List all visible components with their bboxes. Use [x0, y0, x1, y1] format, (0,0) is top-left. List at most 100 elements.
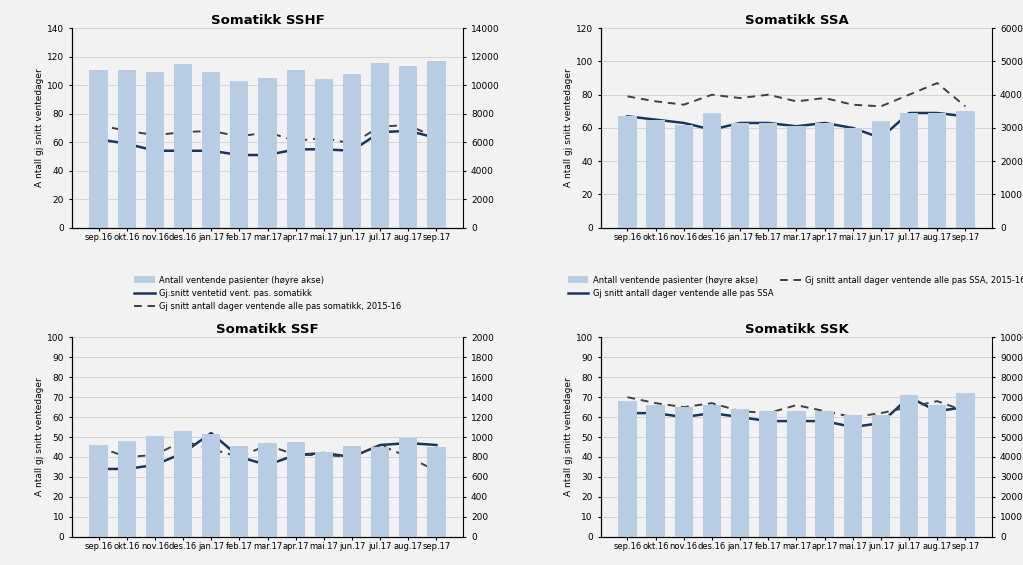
Gj snitt antall dager ventende alle pas somatikk, 2015-16	[177, 129, 189, 136]
Bar	[647, 120, 665, 228]
Line: Gj.snitt ventetid vent. pas. somatikk: Gj.snitt ventetid vent. pas. somatikk	[98, 131, 437, 155]
Gj snitt antall dager ventende alle pas SSF, 2015-16	[121, 454, 133, 460]
Gj snitt antall dager ventende alle pas somatikk, 2015-16	[92, 121, 104, 128]
Bar	[371, 447, 390, 537]
Gj snitt antall dager ventende alle pas SSK, 2015-16	[791, 402, 803, 408]
Bar	[900, 395, 919, 537]
Y-axis label: A ntall gj snitt ventedager: A ntall gj snitt ventedager	[564, 68, 573, 188]
Bar	[647, 405, 665, 537]
Gj snitt antall dager ventende alle pas SSF, 2015-16	[205, 446, 217, 453]
Gj snitt antall dager ventende alle pas somatikk, 2015-16	[205, 128, 217, 134]
Gj.snitt ventetid vent. pas. somatikk	[177, 147, 189, 154]
Gj snitt antall dager ventende alle pas SSA	[875, 134, 887, 141]
Gj snitt antall dager ventende alle pas SSA, 2015-16	[650, 98, 662, 105]
Gj snitt antall dager ventende alle pas SSA	[791, 123, 803, 130]
Gj snitt antall dager ventende alle pas SSK, 2015-16	[903, 404, 916, 411]
Gj snitt antall dager ventende alle pas SSA, 2015-16	[706, 92, 718, 98]
Gj snitt antall dager ventende alle pas SSK, 2015-16	[875, 410, 887, 416]
Bar	[118, 441, 136, 537]
Line: Gj snitt antall dager ventende alle pas SSK: Gj snitt antall dager ventende alle pas …	[627, 397, 966, 427]
Bar	[259, 443, 276, 537]
Bar	[703, 405, 721, 537]
Gj snitt antall dager ventende alle pas SSK	[875, 420, 887, 427]
Line: Gj snitt antall dager ventende alle pas SSF, 2015-16: Gj snitt antall dager ventende alle pas …	[98, 441, 437, 471]
Gj snitt antall dager ventende alle pas SSA	[650, 116, 662, 123]
Bar	[343, 446, 361, 537]
Gj snitt antall dager ventende alle pas SSF	[290, 451, 302, 458]
Gj snitt antall dager ventende alle pas SSK	[621, 410, 633, 416]
Bar	[399, 66, 417, 228]
Gj snitt antall dager ventende alle pas SSK	[960, 404, 972, 411]
Bar	[145, 72, 164, 228]
Gj snitt antall dager ventende alle pas SSA, 2015-16	[960, 103, 972, 110]
Bar	[815, 411, 834, 537]
Gj snitt antall dager ventende alle pas SSK	[818, 418, 831, 424]
Gj snitt antall dager ventende alle pas somatikk, 2015-16	[290, 137, 302, 144]
Gj snitt antall dager ventende alle pas SSA	[818, 120, 831, 127]
Gj snitt antall dager ventende alle pas somatikk, 2015-16	[346, 140, 358, 147]
Legend: Antall ventende pasienter (høyre akse), Gj snitt antall dager ventende alle pas : Antall ventende pasienter (høyre akse), …	[568, 276, 1023, 298]
Gj snitt antall dager ventende alle pas SSA	[621, 113, 633, 120]
Gj snitt antall dager ventende alle pas SSA, 2015-16	[818, 95, 831, 102]
Gj snitt antall dager ventende alle pas SSF, 2015-16	[148, 451, 161, 458]
Bar	[872, 415, 890, 537]
Bar	[928, 405, 946, 537]
Legend: Antall ventende pasienter (høyre akse), Gj.snitt ventetid vent. pas. somatikk, G: Antall ventende pasienter (høyre akse), …	[134, 276, 401, 311]
Gj snitt antall dager ventende alle pas SSA	[847, 124, 859, 131]
Bar	[618, 116, 636, 228]
Bar	[315, 452, 332, 537]
Bar	[343, 74, 361, 228]
Gj.snitt ventetid vent. pas. somatikk	[233, 151, 246, 158]
Bar	[230, 81, 249, 228]
Title: Somatikk SSHF: Somatikk SSHF	[211, 14, 324, 27]
Gj snitt antall dager ventende alle pas SSF, 2015-16	[177, 438, 189, 445]
Gj snitt antall dager ventende alle pas somatikk, 2015-16	[402, 121, 414, 128]
Bar	[230, 446, 249, 537]
Bar	[174, 431, 192, 537]
Gj.snitt ventetid vent. pas. somatikk	[205, 147, 217, 154]
Gj snitt antall dager ventende alle pas SSF	[233, 454, 246, 460]
Gj snitt antall dager ventende alle pas somatikk, 2015-16	[318, 134, 330, 141]
Y-axis label: A ntall gj snitt ventedager: A ntall gj snitt ventedager	[35, 68, 44, 188]
Gj snitt antall dager ventende alle pas SSA, 2015-16	[847, 101, 859, 108]
Bar	[957, 393, 975, 537]
Gj.snitt ventetid vent. pas. somatikk	[402, 128, 414, 134]
Gj snitt antall dager ventende alle pas SSA, 2015-16	[931, 80, 943, 86]
Gj snitt antall dager ventende alle pas SSA	[762, 120, 774, 127]
Gj snitt antall dager ventende alle pas SSK, 2015-16	[818, 408, 831, 415]
Gj snitt antall dager ventende alle pas SSK, 2015-16	[621, 394, 633, 401]
Bar	[145, 436, 164, 537]
Bar	[928, 113, 946, 228]
Bar	[759, 123, 777, 228]
Gj snitt antall dager ventende alle pas SSF, 2015-16	[374, 442, 387, 449]
Gj.snitt ventetid vent. pas. somatikk	[290, 146, 302, 153]
Gj snitt antall dager ventende alle pas SSA	[706, 126, 718, 133]
Gj snitt antall dager ventende alle pas SSF	[374, 442, 387, 449]
Gj snitt antall dager ventende alle pas SSF	[92, 466, 104, 472]
Gj snitt antall dager ventende alle pas SSF, 2015-16	[233, 454, 246, 460]
Gj snitt antall dager ventende alle pas SSA	[733, 120, 746, 127]
Gj snitt antall dager ventende alle pas SSA, 2015-16	[875, 103, 887, 110]
Gj snitt antall dager ventende alle pas SSF	[318, 450, 330, 457]
Gj snitt antall dager ventende alle pas somatikk, 2015-16	[431, 134, 443, 141]
Bar	[174, 64, 192, 228]
Bar	[815, 123, 834, 228]
Gj snitt antall dager ventende alle pas SSF	[148, 462, 161, 468]
Gj snitt antall dager ventende alle pas SSK	[733, 414, 746, 420]
Gj snitt antall dager ventende alle pas SSK	[903, 394, 916, 401]
Gj snitt antall dager ventende alle pas SSF	[402, 440, 414, 446]
Gj snitt antall dager ventende alle pas SSA, 2015-16	[621, 93, 633, 100]
Gj snitt antall dager ventende alle pas SSA, 2015-16	[791, 98, 803, 105]
Gj snitt antall dager ventende alle pas somatikk, 2015-16	[261, 129, 273, 136]
Gj snitt antall dager ventende alle pas SSK	[706, 410, 718, 416]
Gj.snitt ventetid vent. pas. somatikk	[431, 134, 443, 141]
Bar	[731, 123, 749, 228]
Bar	[399, 438, 417, 537]
Bar	[957, 111, 975, 228]
Gj snitt antall dager ventende alle pas somatikk, 2015-16	[233, 133, 246, 140]
Gj snitt antall dager ventende alle pas SSA, 2015-16	[677, 101, 690, 108]
Gj.snitt ventetid vent. pas. somatikk	[148, 147, 161, 154]
Bar	[788, 127, 805, 228]
Gj.snitt ventetid vent. pas. somatikk	[121, 140, 133, 147]
Gj.snitt ventetid vent. pas. somatikk	[346, 147, 358, 154]
